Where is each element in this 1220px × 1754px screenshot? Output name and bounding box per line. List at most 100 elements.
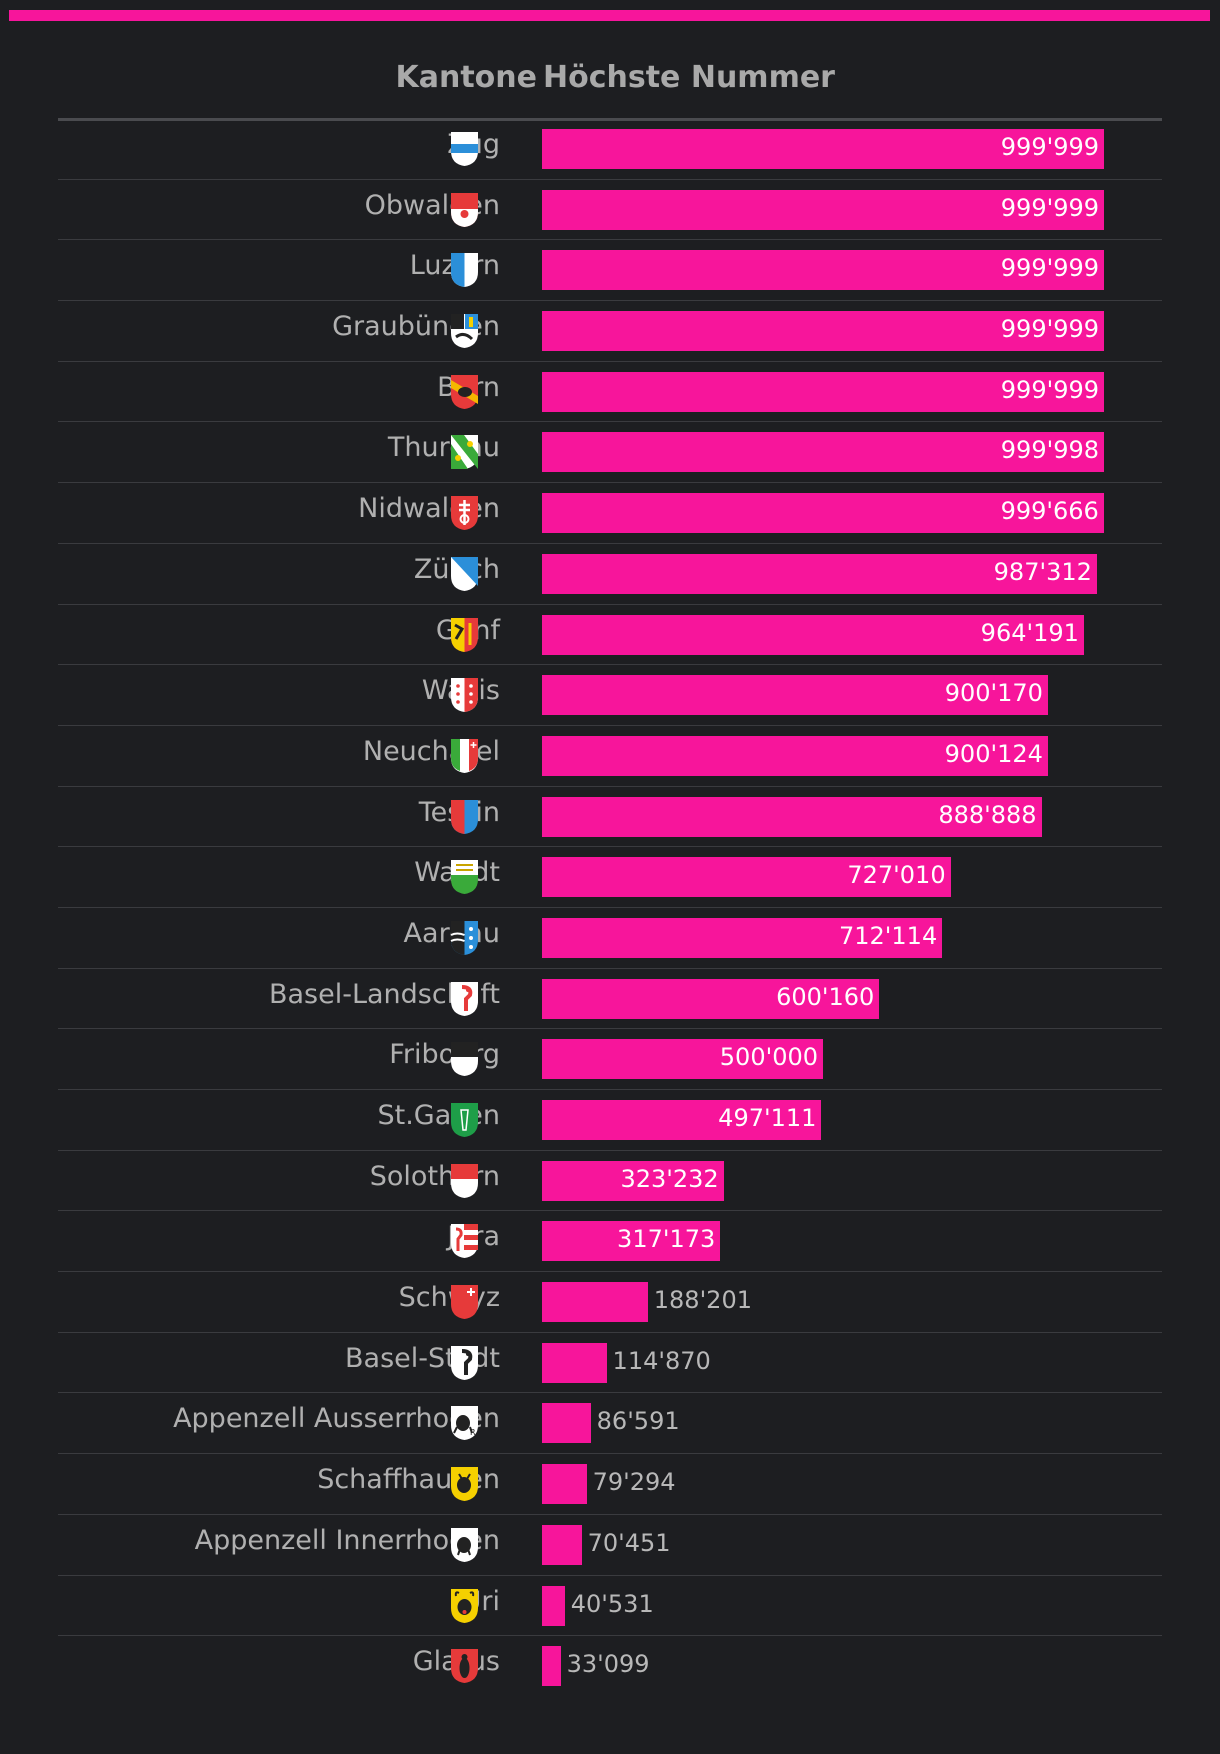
bar	[542, 675, 1048, 716]
table-row: Basel-Stadt 114'870	[58, 1333, 1162, 1394]
schaffhausen-crest-icon	[451, 1467, 478, 1502]
bar	[542, 493, 1104, 534]
data-label: 999'666	[1000, 497, 1099, 526]
canton-name: Obwalden	[364, 189, 500, 221]
bar	[542, 1282, 648, 1323]
bar	[542, 250, 1104, 291]
zug-crest-icon	[451, 132, 478, 166]
bar	[542, 1464, 587, 1505]
bar	[542, 1342, 607, 1383]
bar	[542, 857, 951, 898]
aargau-crest-icon	[450, 920, 478, 955]
data-label: 999'999	[1000, 375, 1099, 404]
bar	[542, 432, 1104, 473]
uri-crest-icon	[451, 1588, 478, 1623]
table-row: Graubünden 999'999	[58, 301, 1162, 362]
table-row: Basel-Landschaft 600'160	[58, 969, 1162, 1030]
wallis-crest-icon	[451, 678, 478, 713]
data-label: 188'201	[653, 1286, 752, 1315]
canton-name: Thurgau	[387, 432, 500, 464]
table-row: Waadt727'010	[58, 847, 1162, 908]
bar	[542, 1403, 591, 1444]
schwyz-crest-icon	[451, 1285, 478, 1320]
bar	[542, 1221, 721, 1262]
bar	[542, 917, 943, 958]
svg-text:R: R	[470, 1428, 476, 1437]
table-row: Neuchatel 900'124	[58, 726, 1162, 787]
appenzell-innerrhoden-crest-icon	[451, 1527, 478, 1562]
data-label: 888'888	[938, 800, 1037, 829]
table-row: Solothurn 323'232	[58, 1151, 1162, 1212]
table-row: Fribourg 500'000	[58, 1029, 1162, 1090]
data-label: 900'170	[944, 679, 1043, 708]
bar	[542, 796, 1042, 837]
appenzell-ausserrhoden-crest-icon: R	[451, 1406, 478, 1441]
bar	[542, 1524, 582, 1565]
bar	[542, 129, 1104, 169]
bar	[542, 1039, 823, 1080]
fribourg-crest-icon	[451, 1042, 478, 1077]
canton-name: Solothurn	[369, 1160, 500, 1192]
table-row: Glarus33'099	[58, 1636, 1162, 1697]
canton-name: Neuchatel	[362, 735, 500, 767]
canton-name: Schwyz	[398, 1282, 500, 1314]
canton-name: Appenzell Innerrhoden	[194, 1524, 500, 1556]
genf-crest-icon	[451, 617, 478, 652]
data-label: 964'191	[980, 618, 1079, 647]
bar	[542, 978, 880, 1019]
table-row: St.Gallen 497'111	[58, 1090, 1162, 1151]
data-label: 999'998	[1000, 436, 1099, 465]
data-label: 712'114	[839, 921, 938, 950]
bar	[542, 1585, 565, 1626]
data-label: 33'099	[566, 1650, 650, 1679]
data-label: 323'232	[620, 1164, 719, 1193]
column-header-highest-number: Höchste Nummer	[543, 60, 835, 95]
data-label: 500'000	[719, 1043, 818, 1072]
neuchatel-crest-icon	[451, 738, 478, 773]
bar-chart-rows: Zug999'999Obwalden999'999Luzern999'999Gr…	[58, 119, 1162, 1697]
bar	[542, 1646, 561, 1687]
tessin-crest-icon	[451, 799, 478, 834]
data-label: 999'999	[1000, 133, 1099, 161]
table-row: Bern999'999	[58, 362, 1162, 423]
table-row: Schwyz 188'201	[58, 1272, 1162, 1333]
bern-crest-icon	[451, 374, 478, 409]
data-label: 999'999	[1000, 193, 1099, 222]
bar	[542, 553, 1097, 594]
zuerich-crest-icon	[451, 556, 478, 591]
table-row: Zug999'999	[58, 119, 1162, 180]
data-label: 40'531	[570, 1589, 654, 1618]
obwalden-crest-icon	[451, 192, 478, 227]
table-row: Appenzell Innerrhoden 70'451	[58, 1515, 1162, 1576]
waadt-crest-icon	[451, 860, 478, 895]
bar	[542, 1160, 724, 1201]
table-row: Wallis900'170	[58, 665, 1162, 726]
data-label: 600'160	[776, 982, 875, 1011]
bar	[542, 311, 1104, 352]
data-label: 987'312	[993, 557, 1092, 586]
glarus-crest-icon	[451, 1649, 478, 1684]
data-label: 79'294	[592, 1468, 676, 1497]
data-label: 317'173	[617, 1225, 716, 1254]
canton-name: St.Gallen	[377, 1100, 500, 1131]
canton-name: Appenzell Ausserrhoden	[173, 1403, 500, 1435]
data-label: 900'124	[944, 739, 1043, 768]
thurgau-crest-icon	[451, 435, 478, 470]
solothurn-crest-icon	[451, 1163, 478, 1198]
top-accent-bar	[9, 10, 1210, 21]
table-row: Genf964'191	[58, 605, 1162, 666]
bar	[542, 614, 1084, 655]
table-row: Zürich987'312	[58, 544, 1162, 605]
graubuenden-crest-icon	[451, 314, 478, 349]
canton-name: Fribourg	[389, 1039, 500, 1071]
bar	[542, 371, 1104, 412]
data-label: 999'999	[1000, 315, 1099, 344]
table-header: Kantone Höchste Nummer	[58, 52, 1162, 121]
table-row: Aargau712'114	[58, 908, 1162, 969]
st-gallen-crest-icon	[451, 1103, 478, 1137]
basel-landschaft-crest-icon	[451, 981, 478, 1016]
nidwalden-crest-icon	[451, 496, 478, 531]
column-header-cantons: Kantone	[395, 60, 537, 95]
luzern-crest-icon	[451, 253, 478, 288]
table-row: Tessin888'888	[58, 787, 1162, 848]
